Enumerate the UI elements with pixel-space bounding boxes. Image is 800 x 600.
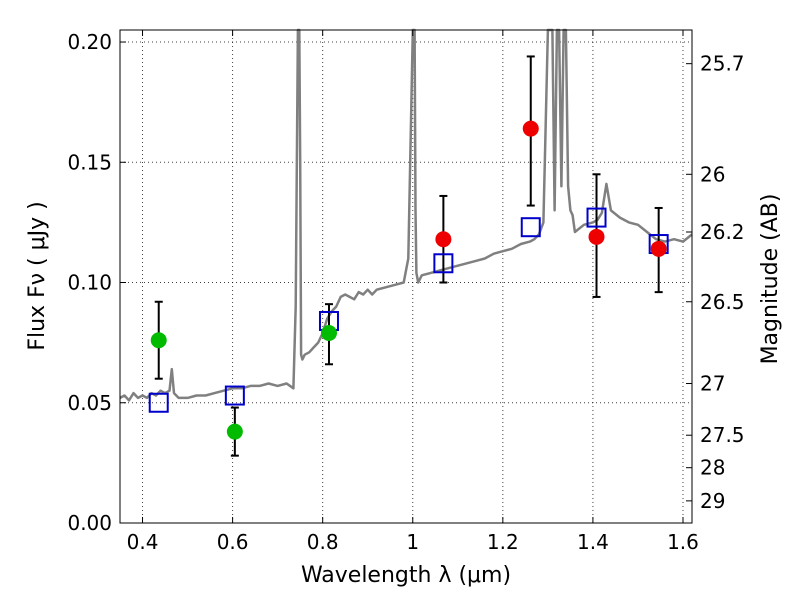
y-tick-label: 0.15 [67, 150, 112, 174]
plot-frame [119, 29, 693, 524]
observed-point [435, 231, 452, 248]
model-square-marker [586, 207, 607, 228]
right-tick-label: 27 [700, 372, 725, 396]
model-square-marker [520, 217, 541, 238]
x-tick-label: 1.2 [487, 530, 519, 554]
model-square-marker [433, 253, 454, 274]
x-tick-label: 1 [406, 530, 419, 554]
observed-point [522, 120, 539, 137]
right-tick-label: 28 [700, 456, 725, 480]
model-square-marker [148, 392, 169, 413]
x-tick-label: 1.4 [577, 530, 609, 554]
observed-point [226, 423, 243, 440]
y-tick-label: 0.10 [67, 271, 112, 295]
y-tick-label: 0.05 [67, 391, 112, 415]
right-tick-label: 26 [700, 162, 725, 186]
y-tick-label: 0.20 [67, 30, 112, 54]
spectrum-layer [119, 28, 693, 402]
x-tick-label: 0.8 [307, 530, 339, 554]
tick-layer: 0.4 0.6 0.8 1 1.2 1.4 1.6 0.00 0.05 0.10 0.15 0.20 2… [67, 30, 745, 554]
x-tick-label: 1.6 [667, 530, 699, 554]
observed-point [150, 332, 167, 349]
observed-point [588, 228, 605, 245]
observed-point [320, 325, 337, 342]
x-tick-label: 0.4 [127, 530, 159, 554]
point-layer [150, 120, 667, 440]
x-axis-label: Wavelength λ (μm) [301, 563, 511, 588]
y-tick-label: 0.00 [67, 511, 112, 535]
right-tick-label: 29 [700, 489, 725, 513]
right-tick-label: 26.2 [700, 220, 745, 244]
right-tick-label: 26.5 [700, 290, 745, 314]
right-tick-label: 25.7 [700, 52, 745, 76]
x-tick-label: 0.6 [217, 530, 249, 554]
right-tick-label: 27.5 [700, 423, 745, 447]
y-axis-label: Flux Fν ( μJy ) [25, 201, 50, 350]
observed-point [650, 240, 667, 257]
spectrum-line [119, 28, 693, 402]
model-square-marker [224, 385, 245, 406]
right-axis-label: Magnitude (AB) [758, 194, 783, 365]
